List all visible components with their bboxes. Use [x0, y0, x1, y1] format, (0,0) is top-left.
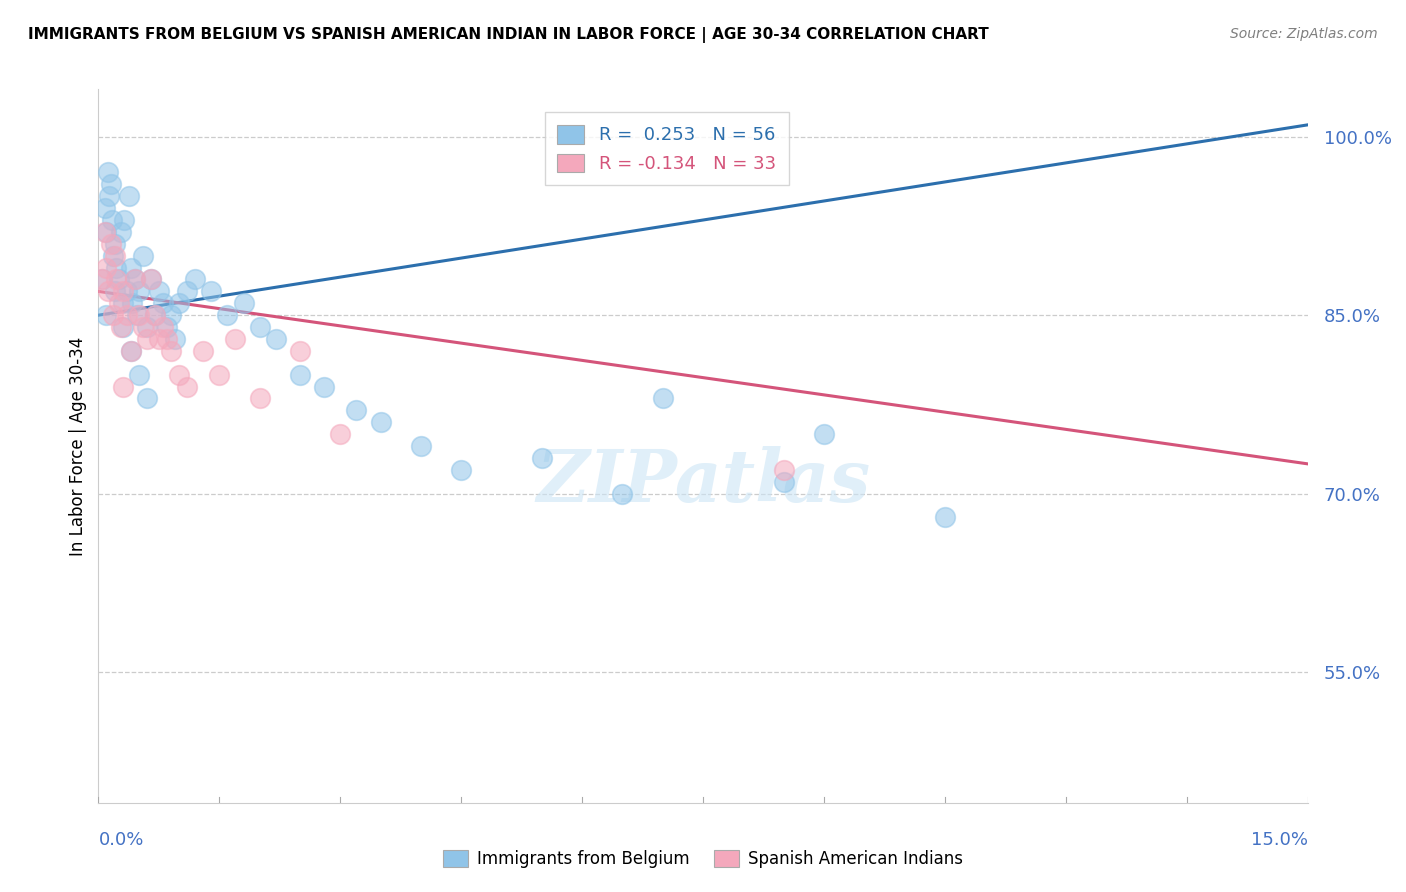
Point: [121, 296, 143, 310]
Point: [772, 475, 794, 489]
Point: [100, 236, 122, 251]
Point: [156, 332, 179, 346]
Point: [105, 272, 128, 286]
Point: [143, 308, 166, 322]
Text: Source: ZipAtlas.com: Source: ZipAtlas.com: [1230, 27, 1378, 41]
Point: [167, 368, 190, 382]
Point: [139, 272, 162, 286]
Point: [128, 368, 150, 382]
Point: [91, 272, 114, 286]
Point: [224, 332, 246, 346]
Point: [813, 427, 835, 442]
Point: [135, 332, 157, 346]
Point: [96, 308, 118, 322]
Point: [101, 213, 124, 227]
Point: [120, 343, 142, 358]
Point: [132, 249, 155, 263]
Point: [107, 272, 129, 286]
Point: [97, 285, 120, 299]
Legend: R =  0.253   N = 56, R = -0.134   N = 33: R = 0.253 N = 56, R = -0.134 N = 33: [544, 112, 789, 186]
Point: [184, 272, 207, 286]
Point: [344, 403, 367, 417]
Point: [370, 415, 392, 429]
Point: [97, 165, 120, 179]
Point: [103, 285, 125, 299]
Point: [934, 510, 956, 524]
Point: [94, 201, 117, 215]
Point: [152, 320, 174, 334]
Point: [101, 308, 124, 322]
Point: [124, 272, 146, 286]
Point: [288, 368, 311, 382]
Point: [94, 225, 117, 239]
Point: [152, 296, 174, 310]
Point: [409, 439, 432, 453]
Point: [148, 332, 170, 346]
Point: [329, 427, 352, 442]
Point: [111, 285, 134, 299]
Point: [115, 285, 138, 299]
Point: [135, 392, 157, 406]
Point: [530, 450, 553, 465]
Point: [156, 320, 179, 334]
Point: [110, 320, 132, 334]
Point: [249, 320, 271, 334]
Point: [120, 260, 142, 275]
Point: [135, 320, 157, 334]
Point: [124, 272, 146, 286]
Point: [200, 285, 222, 299]
Text: 0.0%: 0.0%: [98, 831, 143, 849]
Point: [101, 249, 124, 263]
Point: [163, 332, 186, 346]
Point: [208, 368, 231, 382]
Point: [118, 189, 141, 203]
Text: 15.0%: 15.0%: [1250, 831, 1308, 849]
Point: [176, 285, 198, 299]
Point: [148, 285, 170, 299]
Point: [96, 260, 118, 275]
Point: [96, 225, 118, 239]
Point: [111, 320, 134, 334]
Point: [288, 343, 311, 358]
Point: [111, 379, 134, 393]
Y-axis label: In Labor Force | Age 30-34: In Labor Force | Age 30-34: [69, 336, 87, 556]
Point: [249, 392, 271, 406]
Point: [314, 379, 336, 393]
Point: [103, 249, 125, 263]
Point: [132, 320, 155, 334]
Text: IMMIGRANTS FROM BELGIUM VS SPANISH AMERICAN INDIAN IN LABOR FORCE | AGE 30-34 CO: IMMIGRANTS FROM BELGIUM VS SPANISH AMERI…: [28, 27, 988, 43]
Point: [115, 308, 138, 322]
Point: [97, 189, 120, 203]
Point: [160, 308, 183, 322]
Point: [143, 308, 166, 322]
Point: [107, 296, 129, 310]
Point: [91, 272, 114, 286]
Point: [264, 332, 287, 346]
Point: [103, 236, 125, 251]
Point: [100, 178, 122, 192]
Point: [772, 463, 794, 477]
Point: [128, 285, 150, 299]
Point: [193, 343, 215, 358]
Legend: Immigrants from Belgium, Spanish American Indians: Immigrants from Belgium, Spanish America…: [437, 843, 969, 875]
Point: [112, 213, 135, 227]
Point: [176, 379, 198, 393]
Point: [127, 308, 149, 322]
Point: [167, 296, 190, 310]
Point: [217, 308, 239, 322]
Point: [160, 343, 183, 358]
Point: [110, 225, 132, 239]
Point: [111, 296, 134, 310]
Text: ZIPatlas: ZIPatlas: [536, 446, 870, 517]
Point: [120, 343, 142, 358]
Point: [139, 272, 162, 286]
Point: [105, 260, 128, 275]
Point: [232, 296, 254, 310]
Point: [651, 392, 673, 406]
Point: [450, 463, 472, 477]
Point: [128, 308, 150, 322]
Point: [612, 486, 634, 500]
